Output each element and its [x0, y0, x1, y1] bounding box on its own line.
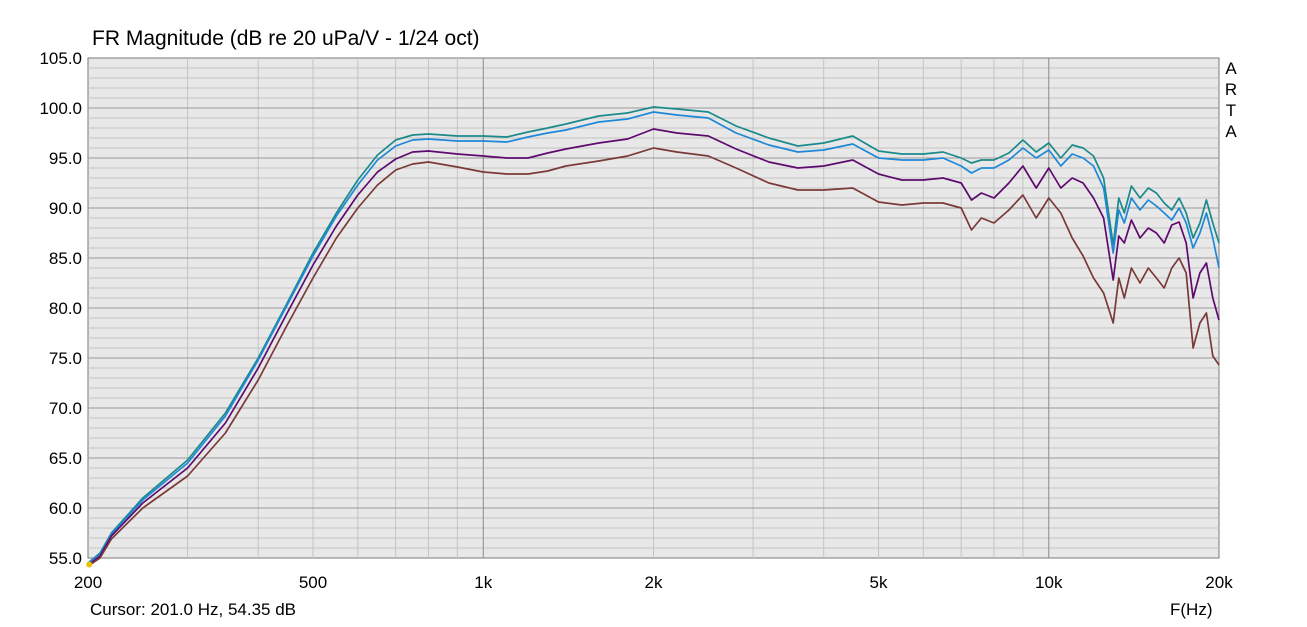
x-tick-label: 5k	[870, 573, 888, 592]
arta-brand-label: A R T A	[1223, 58, 1239, 142]
x-tick-label: 500	[299, 573, 327, 592]
y-tick-label: 70.0	[49, 399, 82, 418]
series-line-2	[87, 111, 1220, 564]
cursor-marker[interactable]	[86, 561, 93, 568]
brand-letter: A	[1225, 59, 1237, 78]
brand-letter: T	[1225, 101, 1237, 120]
series-layer	[86, 106, 1220, 568]
x-axis-tick-labels: 200 500 1k 2k 5k 10k 20k	[74, 573, 1233, 592]
x-tick-label: 200	[74, 573, 102, 592]
y-tick-label: 90.0	[49, 199, 82, 218]
y-tick-label: 105.0	[39, 49, 82, 68]
series-line-1	[87, 106, 1220, 564]
brand-letter: A	[1225, 122, 1237, 141]
series-line-3	[87, 128, 1220, 566]
y-tick-label: 55.0	[49, 549, 82, 568]
x-axis-label: F(Hz)	[1170, 600, 1213, 619]
y-axis-tick-labels: 55.0 60.0 65.0 70.0 75.0 80.0 85.0 90.0 95.0 100.…	[39, 49, 82, 568]
y-tick-label: 60.0	[49, 499, 82, 518]
x-tick-label: 10k	[1035, 573, 1063, 592]
x-tick-label: 20k	[1205, 573, 1233, 592]
y-tick-label: 85.0	[49, 249, 82, 268]
series-line-4	[87, 147, 1220, 567]
y-tick-label: 75.0	[49, 349, 82, 368]
x-tick-label: 1k	[474, 573, 492, 592]
y-tick-label: 100.0	[39, 99, 82, 118]
x-tick-label: 2k	[645, 573, 663, 592]
y-tick-label: 80.0	[49, 299, 82, 318]
y-tick-label: 95.0	[49, 149, 82, 168]
y-tick-label: 65.0	[49, 449, 82, 468]
brand-letter: R	[1224, 80, 1238, 99]
cursor-readout: Cursor: 201.0 Hz, 54.35 dB	[90, 600, 297, 619]
chart-title: FR Magnitude (dB re 20 uPa/V - 1/24 oct)	[92, 27, 480, 50]
